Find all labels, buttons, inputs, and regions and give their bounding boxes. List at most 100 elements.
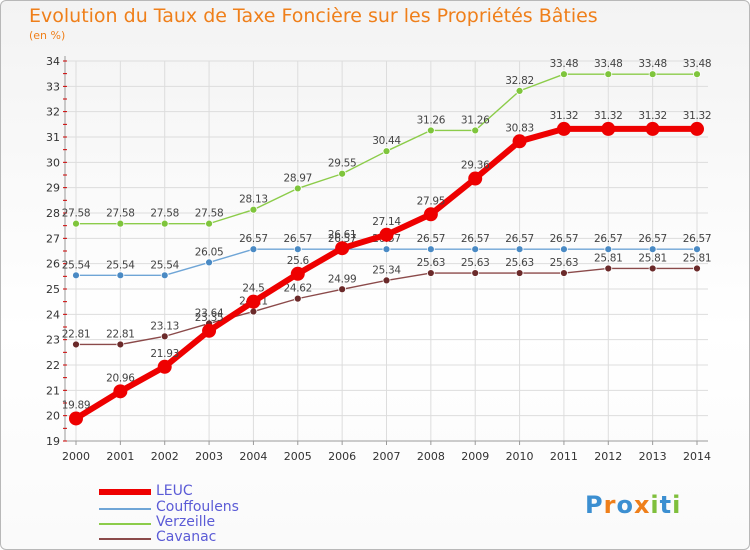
x-tick-label: 2007	[373, 450, 401, 463]
data-point-verzeille	[693, 70, 701, 79]
data-label-leuc: 23.35	[195, 312, 224, 324]
data-label-cavanac: 24.62	[284, 283, 313, 295]
legend-swatch-leuc	[99, 489, 151, 495]
data-label-couffoulens: 26.05	[195, 246, 224, 258]
data-label-verzeille: 33.48	[638, 58, 667, 70]
logo-letter: x	[633, 491, 651, 519]
y-tick-label: 23	[46, 334, 60, 347]
data-point-cavanac	[604, 264, 613, 273]
data-point-couffoulens	[515, 245, 524, 254]
data-label-leuc: 27.95	[417, 195, 446, 207]
data-label-couffoulens: 26.57	[594, 233, 623, 245]
data-point-cavanac	[693, 264, 701, 273]
data-label-leuc: 30.83	[505, 122, 534, 134]
data-label-verzeille: 31.26	[461, 114, 490, 126]
chart-title: Evolution du Taux de Taxe Foncière sur l…	[29, 5, 598, 27]
data-point-leuc	[690, 121, 704, 136]
data-label-cavanac: 22.81	[106, 328, 135, 340]
data-point-couffoulens	[205, 258, 213, 267]
x-tick-label: 2003	[195, 450, 223, 463]
data-point-cavanac	[648, 264, 657, 273]
x-tick-label: 2001	[106, 450, 134, 463]
data-point-cavanac	[116, 340, 125, 349]
logo-letter: P	[585, 491, 604, 519]
data-point-verzeille	[205, 219, 213, 228]
y-tick-label: 22	[46, 359, 60, 372]
x-tick-label: 2006	[328, 450, 356, 463]
data-point-verzeille	[116, 219, 125, 228]
data-point-cavanac	[382, 276, 391, 285]
data-point-cavanac	[560, 269, 568, 277]
data-label-verzeille: 27.58	[106, 208, 135, 220]
data-label-cavanac: 25.63	[550, 257, 579, 269]
y-tick-label: 33	[46, 80, 60, 93]
data-point-verzeille	[515, 86, 524, 95]
x-tick-label: 2002	[151, 450, 179, 463]
x-tick-label: 2012	[594, 450, 622, 463]
logo-letter: i	[672, 491, 682, 519]
x-tick-label: 2004	[239, 450, 267, 463]
y-tick-label: 21	[46, 384, 60, 397]
data-point-leuc	[157, 359, 172, 374]
data-label-leuc: 31.32	[683, 110, 712, 122]
y-tick-label: 28	[46, 207, 60, 220]
data-label-cavanac: 25.63	[461, 257, 490, 269]
data-point-couffoulens	[72, 271, 80, 280]
data-label-cavanac: 25.34	[372, 264, 401, 276]
data-point-cavanac	[426, 269, 435, 277]
data-point-verzeille	[604, 70, 613, 79]
data-point-leuc	[202, 323, 217, 338]
x-tick-label: 2005	[284, 450, 312, 463]
data-point-verzeille	[560, 70, 568, 79]
data-point-couffoulens	[648, 245, 657, 254]
data-label-leuc: 27.14	[372, 216, 401, 228]
data-label-leuc: 25.6	[287, 255, 310, 267]
data-label-cavanac: 22.81	[62, 328, 91, 340]
y-tick-label: 32	[46, 106, 60, 119]
data-point-leuc	[246, 294, 261, 309]
data-point-leuc	[379, 227, 394, 242]
data-label-leuc: 21.93	[150, 348, 179, 360]
data-point-couffoulens	[560, 245, 568, 254]
data-point-leuc	[512, 134, 527, 149]
data-point-leuc	[69, 411, 83, 426]
legend-label-couffoulens: Couffoulens	[156, 499, 239, 515]
data-label-leuc: 29.36	[461, 160, 490, 172]
data-point-verzeille	[471, 126, 480, 135]
data-label-verzeille: 32.82	[505, 75, 534, 87]
data-point-couffoulens	[382, 245, 391, 254]
logo-letter: i	[650, 491, 660, 519]
data-point-leuc	[645, 121, 660, 136]
data-point-verzeille	[382, 147, 391, 156]
data-label-verzeille: 27.58	[150, 208, 179, 220]
data-label-verzeille: 33.48	[594, 58, 623, 70]
data-point-leuc	[290, 266, 305, 281]
data-point-couffoulens	[693, 245, 701, 254]
data-label-leuc: 20.96	[106, 372, 135, 384]
data-label-leuc: 31.32	[594, 110, 623, 122]
unit-label: (en %)	[29, 29, 66, 42]
data-label-cavanac: 25.63	[505, 257, 534, 269]
data-label-couffoulens: 25.54	[106, 259, 135, 271]
y-tick-label: 25	[46, 283, 60, 296]
data-label-cavanac: 25.81	[683, 252, 712, 264]
data-point-leuc	[113, 384, 128, 399]
data-point-cavanac	[338, 285, 347, 294]
data-label-leuc: 19.89	[62, 399, 91, 411]
proxiti-logo: Proxiti	[585, 491, 681, 519]
data-label-verzeille: 33.48	[683, 58, 712, 70]
data-point-cavanac	[160, 332, 169, 341]
data-label-couffoulens: 26.57	[417, 233, 446, 245]
data-point-leuc	[468, 171, 483, 186]
data-point-verzeille	[72, 219, 80, 228]
data-label-couffoulens: 26.57	[550, 233, 579, 245]
legend-label-cavanac: Cavanac	[156, 529, 217, 545]
data-label-couffoulens: 25.54	[150, 259, 179, 271]
data-point-couffoulens	[293, 245, 302, 254]
data-label-verzeille: 27.58	[195, 208, 224, 220]
data-label-leuc: 24.5	[242, 283, 264, 295]
data-label-couffoulens: 26.57	[638, 233, 667, 245]
data-label-leuc: 26.61	[328, 229, 357, 241]
